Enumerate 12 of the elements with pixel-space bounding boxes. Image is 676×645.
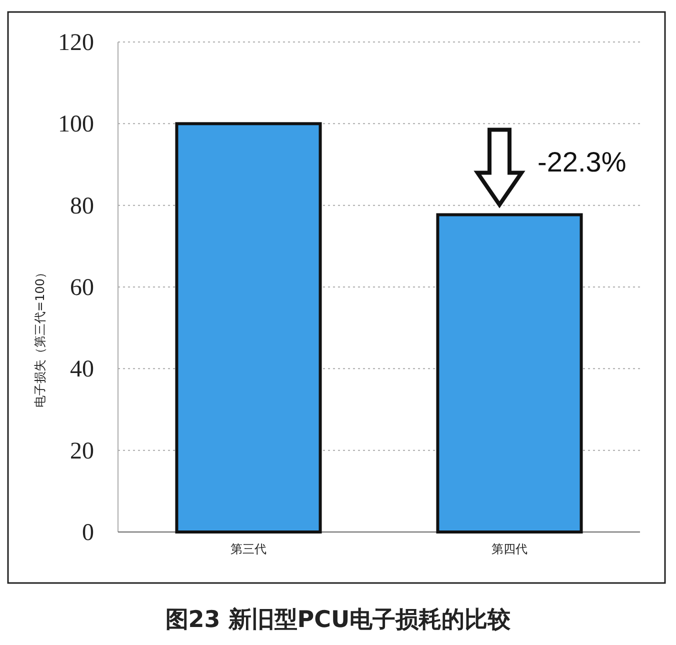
y-tick-label: 40 xyxy=(70,356,94,383)
y-tick-label: 120 xyxy=(58,30,94,56)
text: 图23 新旧型PCU电子损耗的比较 xyxy=(165,606,512,633)
y-tick-label: 60 xyxy=(70,275,94,301)
annotation: -22.3% xyxy=(538,146,626,178)
y-axis-title: 电子损失（第三代=100） xyxy=(33,266,47,408)
y-tick-label: 20 xyxy=(70,438,94,464)
y-tick-label: 0 xyxy=(82,520,94,546)
x-tick-label: 第四代 xyxy=(492,542,528,556)
y-tick-label: 100 xyxy=(58,112,94,138)
y-tick-label: 80 xyxy=(70,193,94,220)
x-tick-label: 第三代 xyxy=(230,542,266,556)
